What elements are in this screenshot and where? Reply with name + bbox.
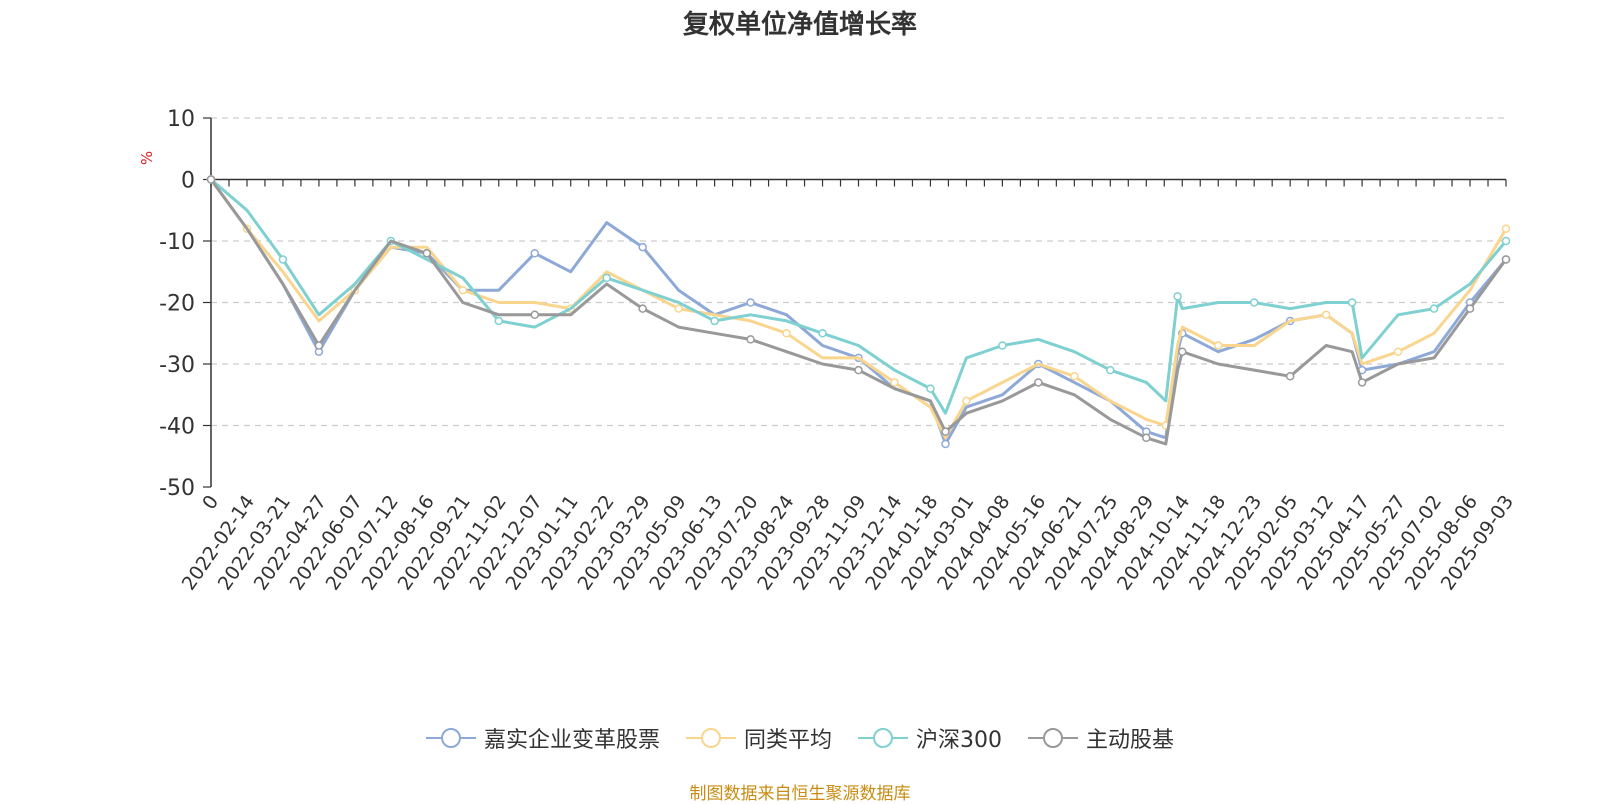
data-point [746, 298, 755, 307]
series-line [209, 178, 1508, 440]
data-point [674, 304, 683, 313]
data-point [1501, 224, 1511, 233]
data-point [314, 341, 324, 350]
series [206, 175, 1511, 415]
data-point [854, 365, 863, 375]
data-point [638, 242, 647, 252]
data-point [530, 310, 539, 320]
y-tick-label: -20 [159, 292, 195, 317]
data-point [941, 427, 950, 436]
data-point [494, 316, 504, 326]
legend-label: 沪深300 [916, 728, 1002, 753]
y-axis-unit-label: % [138, 151, 156, 165]
legend-label: 主动股基 [1086, 728, 1175, 753]
data-point [1465, 304, 1475, 313]
data-point [278, 255, 288, 264]
data-point [1347, 298, 1357, 307]
series [206, 175, 1511, 449]
data-point [998, 341, 1007, 350]
legend-swatch-icon [685, 728, 736, 748]
data-point [890, 378, 899, 387]
series-line [210, 178, 1508, 415]
data-point [1142, 433, 1151, 443]
y-tick-label: 10 [167, 107, 195, 132]
data-point [1393, 347, 1403, 356]
data-point [422, 249, 432, 258]
series-line [209, 178, 1508, 446]
chart-title: 复权单位净值增长率 [682, 10, 917, 40]
legend: 嘉实企业变革股票 同类平均 沪深300 主动股基 [0, 722, 1600, 754]
data-point [602, 273, 611, 283]
data-point [530, 249, 539, 258]
data-point [1285, 372, 1295, 381]
legend-item[interactable]: 同类平均 [685, 722, 832, 754]
source-note: 制图数据来自恒生聚源数据库 [689, 784, 911, 804]
data-point [1429, 304, 1439, 313]
series [206, 175, 1511, 440]
series-line [209, 178, 1508, 446]
legend-label: 嘉实企业变革股票 [483, 728, 660, 753]
data-point [710, 316, 719, 326]
data-point [1034, 378, 1043, 387]
data-point [1249, 298, 1259, 307]
data-point [1106, 365, 1115, 375]
data-point [926, 384, 935, 393]
y-tick-label: -30 [159, 353, 195, 378]
data-point [1173, 292, 1182, 301]
data-point [1357, 378, 1367, 387]
y-tick-label: -10 [159, 230, 195, 255]
data-point [941, 439, 950, 449]
data-point [638, 304, 647, 313]
series [206, 175, 1511, 446]
data-point [1070, 372, 1079, 381]
legend-label: 同类平均 [743, 728, 832, 753]
data-point [746, 335, 755, 344]
legend-item[interactable]: 嘉实企业变革股票 [425, 722, 660, 754]
data-point [782, 329, 791, 338]
x-tick-label: 0 [198, 491, 223, 514]
data-point [458, 285, 468, 295]
series-lines [206, 175, 1511, 449]
data-point [1501, 236, 1511, 246]
data-point [1501, 255, 1511, 264]
data-point [962, 396, 971, 406]
legend-item[interactable]: 主动股基 [1028, 722, 1174, 754]
data-point [1213, 341, 1223, 350]
data-point [206, 175, 216, 184]
legend-swatch-icon [858, 728, 908, 748]
y-tick-label: 0 [181, 169, 195, 194]
y-tick-label: -50 [159, 476, 195, 501]
data-point [1178, 347, 1187, 356]
grid-lines [211, 117, 1506, 427]
legend-swatch-icon [425, 728, 476, 748]
data-point [1321, 310, 1331, 320]
data-point [818, 329, 827, 338]
y-tick-label: -40 [159, 415, 195, 440]
legend-item[interactable]: 沪深300 [858, 722, 1002, 754]
legend-swatch-icon [1028, 728, 1078, 748]
